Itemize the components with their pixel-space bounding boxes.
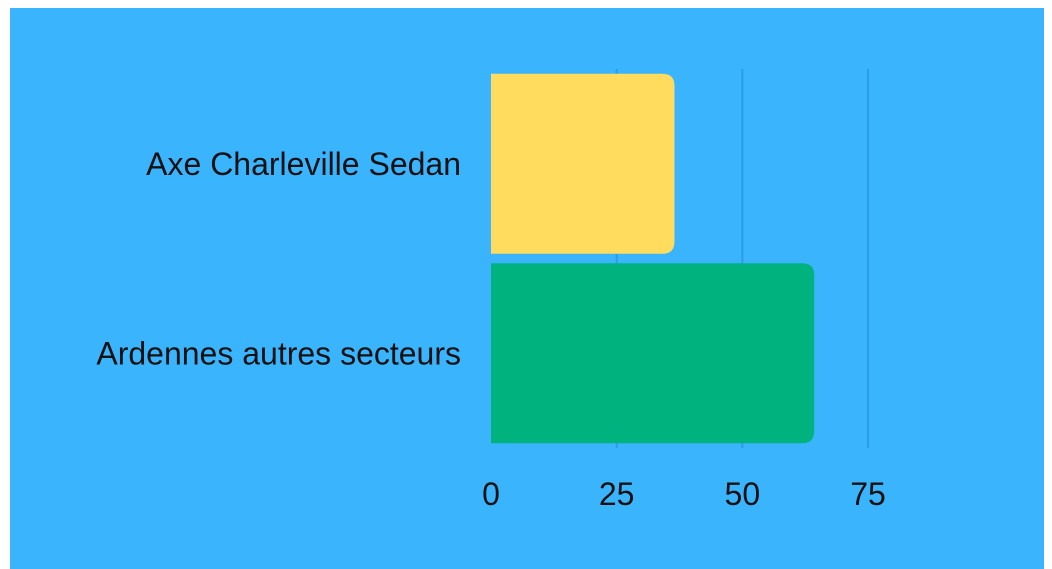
bar-2: [491, 263, 815, 444]
x-tick-labels: 0 25 50 75: [482, 476, 886, 512]
category-labels: Axe Charleville Sedan Ardennes autres sec…: [96, 146, 461, 372]
category-label-1: Axe Charleville Sedan: [146, 146, 461, 182]
bars: [491, 73, 815, 444]
x-tick-label-25: 25: [599, 476, 635, 512]
x-tick-label-75: 75: [850, 476, 886, 512]
bar-1: [491, 73, 675, 254]
x-tick-label-0: 0: [482, 476, 500, 512]
category-label-2: Ardennes autres secteurs: [96, 335, 461, 371]
x-tick-label-50: 50: [725, 476, 761, 512]
